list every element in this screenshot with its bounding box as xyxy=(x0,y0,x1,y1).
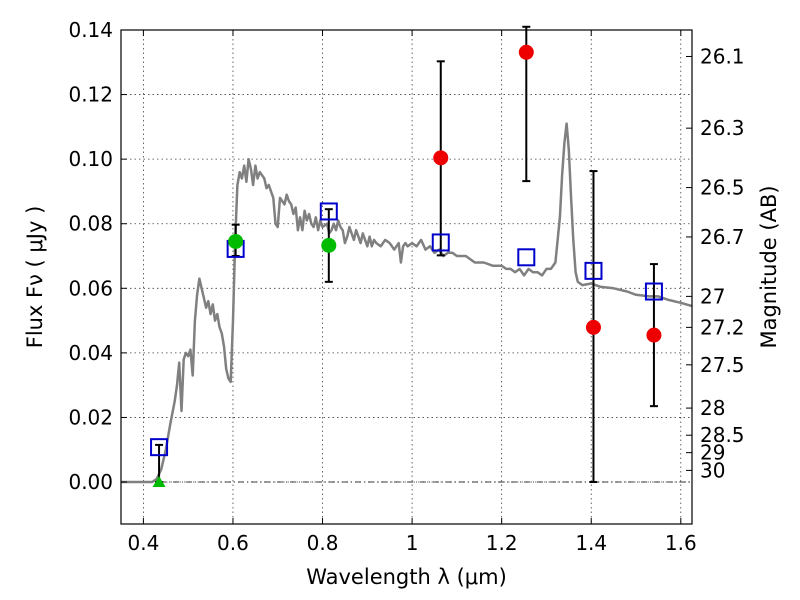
upper-limit-triangle-marker xyxy=(152,476,166,488)
y-tick-label: 0.04 xyxy=(68,341,113,365)
photometry-square-marker xyxy=(319,202,338,221)
photometry-square-marker xyxy=(431,233,450,252)
measurement-circle-marker xyxy=(321,237,337,253)
photometry-square-marker xyxy=(517,248,536,267)
measurement-circle-marker xyxy=(228,233,244,249)
photometry-square-marker xyxy=(644,282,663,301)
y-tick-label: 0.14 xyxy=(68,18,113,42)
photometry-square-marker xyxy=(584,261,603,280)
right-tick-label: 30 xyxy=(700,458,725,482)
right-tick-label: 26.7 xyxy=(700,225,745,249)
right-tick-label: 27.2 xyxy=(700,315,745,339)
plot-frame xyxy=(120,29,693,525)
y-tick-label: 0.00 xyxy=(68,470,113,494)
right-tick-label: 26.3 xyxy=(700,116,745,140)
x-tick-label: 0.4 xyxy=(127,531,159,555)
right-tick-label: 28.5 xyxy=(700,423,745,447)
x-tick-label: 1.4 xyxy=(575,531,607,555)
right-tick-label: 28 xyxy=(700,396,725,420)
y-tick-label: 0.08 xyxy=(68,212,113,236)
right-tick-label: 26.1 xyxy=(700,44,745,68)
right-tick-label: 29 xyxy=(700,441,725,465)
y-tick-label: 0.12 xyxy=(68,83,113,107)
plot-area xyxy=(121,25,693,488)
y-tick-label: 0.02 xyxy=(68,405,113,429)
x-tick-label: 0.8 xyxy=(307,531,339,555)
x-tick-label: 1 xyxy=(406,531,419,555)
y-tick-label: 0.06 xyxy=(68,276,113,300)
x-axis-label: Wavelength λ (μm) xyxy=(306,565,507,589)
right-tick-label: 27.5 xyxy=(700,353,745,377)
x-tick-label: 0.6 xyxy=(217,531,249,555)
y-axis-right-label: Magnitude (AB) xyxy=(757,185,781,348)
right-tick-label: 26.5 xyxy=(700,176,745,200)
y-tick-label: 0.10 xyxy=(68,147,113,171)
measurement-circle-marker xyxy=(518,44,534,60)
model-spectrum-line xyxy=(121,122,693,484)
right-tick-label: 27 xyxy=(700,284,725,308)
measurement-circle-marker xyxy=(433,150,449,166)
measurement-circle-marker xyxy=(646,327,662,343)
axis-ticks: 0.4 0.6 0.8 1 1.2 1.4 1.6 0.00 0.02 0.04 0.06 0.08 0… xyxy=(68,18,744,555)
photometry-square-marker xyxy=(150,438,169,457)
measurement-circle-marker xyxy=(585,319,601,335)
y-axis-label: Flux Fν ( μJy ) xyxy=(23,206,47,349)
x-tick-label: 1.6 xyxy=(665,531,697,555)
x-tick-label: 1.2 xyxy=(486,531,518,555)
